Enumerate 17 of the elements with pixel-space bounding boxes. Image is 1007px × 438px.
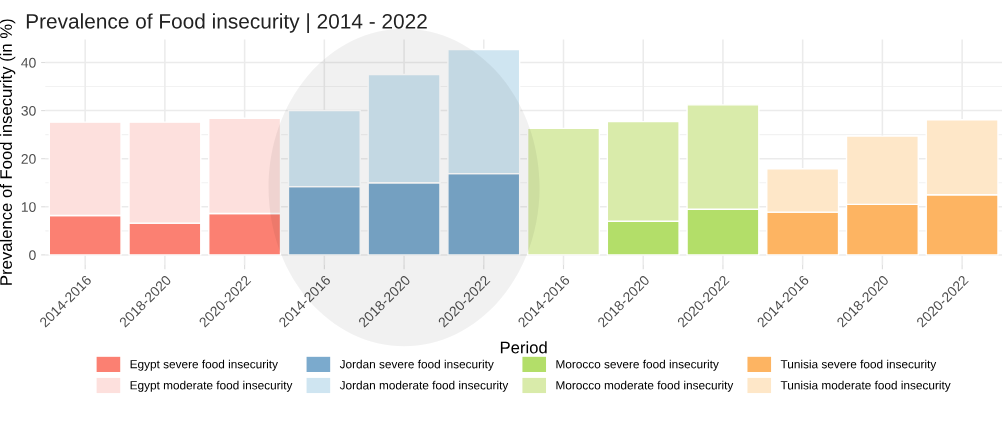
legend-label: Jordan severe food insecurity [339,359,494,371]
y-tick-label: 10 [21,202,36,212]
legend-label: Tunisia moderate food insecurity [780,380,951,392]
chart-title: Prevalence of Food insecurity | 2014 - 2022 [26,13,427,33]
y-tick-label: 0 [29,250,36,261]
y-tick-label: 40 [21,57,36,68]
legend-label: Tunisia severe food insecurity [780,359,937,371]
y-axis-title: Prevalence of Food insecurity (in %) [0,19,16,285]
legend-label: Egypt severe food insecurity [130,359,278,371]
x-axis-title: Period [500,341,547,354]
legend-label: Morocco moderate food insecurity [556,380,734,392]
y-tick-label: 30 [21,105,36,116]
y-tick-label: 20 [21,154,36,164]
legend-label: Jordan moderate food insecurity [339,380,509,392]
legend-label: Egypt moderate food insecurity [130,380,293,392]
bar [526,127,601,256]
legend-label: Morocco severe food insecurity [556,359,719,371]
